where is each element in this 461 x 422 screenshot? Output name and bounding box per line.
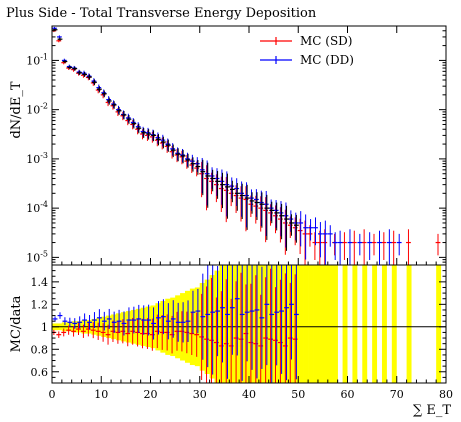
legend-dd-label: MC (DD): [300, 53, 354, 67]
band-bin: [372, 265, 378, 383]
x-tick-label: 60: [341, 388, 355, 401]
y-tick-label: 0.6: [31, 366, 49, 379]
x-tick-label: 10: [94, 388, 108, 401]
upper-panel-marks: [51, 26, 441, 265]
band-bin: [342, 265, 348, 383]
ratio-y-axis-label: MC/data: [9, 295, 24, 352]
y-tick-label: 1.4: [31, 276, 49, 289]
y-tick-label: 1: [41, 321, 48, 334]
band-bin: [362, 265, 368, 383]
y-tick-label: 1.2: [31, 298, 49, 311]
upper-panel-frame: [51, 25, 447, 266]
band-bin: [352, 265, 358, 383]
legend-sd-label: MC (SD): [300, 34, 353, 48]
band-bin: [327, 265, 334, 383]
x-tick-label: 80: [439, 388, 453, 401]
band-bin: [308, 265, 314, 383]
upper-y-axis-label: dN/dE_T: [9, 81, 24, 138]
band-bin: [391, 265, 397, 383]
band-bin: [436, 265, 442, 383]
x-tick-label: 20: [144, 388, 158, 401]
y-tick-label: 10-1: [26, 52, 48, 67]
band-bin: [313, 265, 319, 383]
legend: MC (SD) MC (DD): [260, 34, 354, 67]
x-tick-label: 70: [390, 388, 404, 401]
band-bin: [332, 265, 338, 383]
band-bin: [381, 265, 387, 383]
upper-panel: 10-5 10-4 10-3 10-2 10-1 dN/dE_T MC (SD) MC …: [9, 25, 447, 266]
x-tick-label: 0: [49, 388, 56, 401]
x-tick-label: 50: [291, 388, 305, 401]
band-bin: [322, 265, 329, 383]
y-tick-label: 10-5: [26, 249, 48, 264]
ratio-panel: 0.6 0.8 1 1.2 1.4 MC/data: [9, 264, 447, 384]
ratio-y-ticks: 0.6 0.8 1 1.2 1.4: [31, 270, 446, 379]
upper-y-ticks: 10-5 10-4 10-3 10-2 10-1: [26, 25, 446, 266]
y-tick-label: 10-2: [26, 102, 48, 117]
x-axis: 0 10 20 30 40 50 60 70 80: [49, 26, 453, 401]
y-tick-label: 0.8: [31, 343, 49, 356]
y-tick-label: 10-3: [26, 151, 48, 166]
band-bin: [303, 265, 309, 383]
x-tick-label: 30: [193, 388, 207, 401]
y-tick-label: 10-4: [26, 200, 48, 215]
x-tick-label: 40: [242, 388, 256, 401]
ratio-panel-marks: [51, 265, 446, 383]
x-axis-label: ∑ E_T: [413, 403, 451, 418]
band-bin: [317, 265, 324, 383]
band-bin: [406, 265, 412, 383]
band-bin: [298, 265, 304, 383]
chart-title: Plus Side - Total Transverse Energy Depo…: [6, 6, 317, 21]
